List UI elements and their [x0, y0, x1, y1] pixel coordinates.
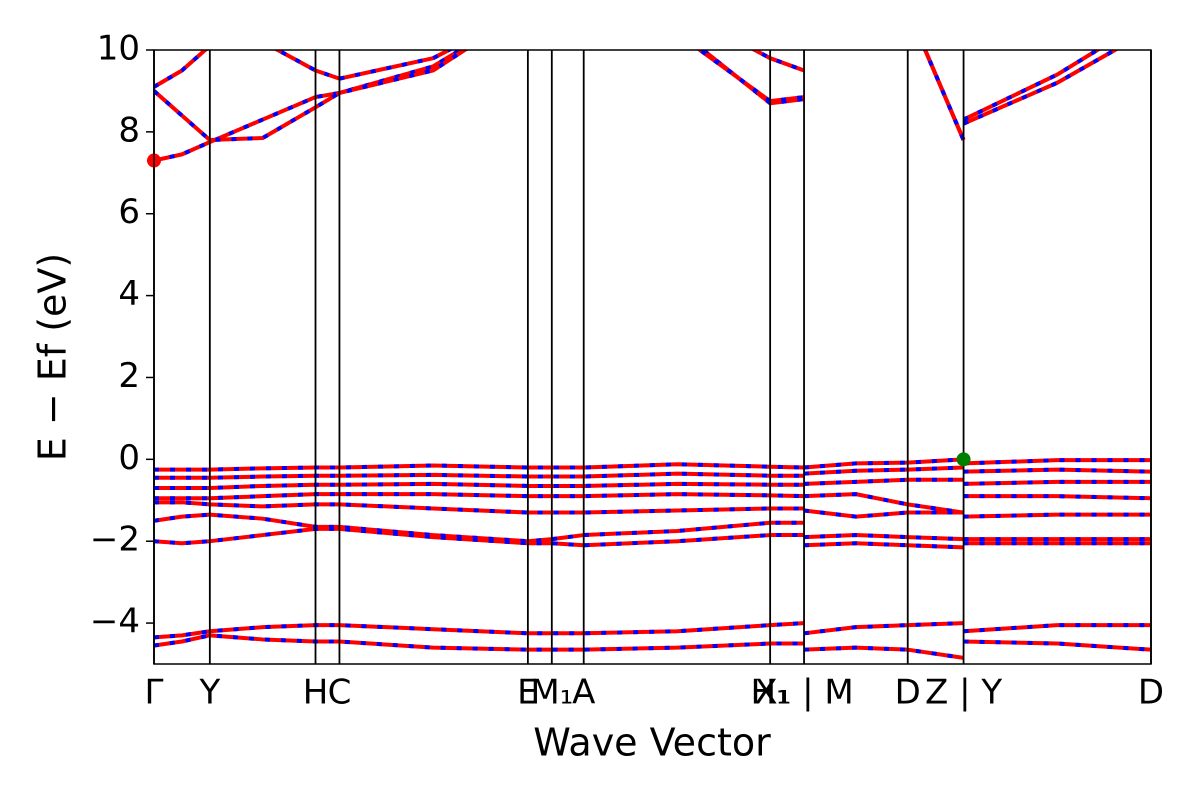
y-tick-label: −4: [90, 602, 140, 642]
x-tick-label: D: [895, 673, 921, 713]
x-tick-label: M₁: [530, 673, 573, 713]
x-tick-label: E: [517, 673, 538, 713]
band-dashed: [154, 50, 1120, 143]
band-dashed: [154, 465, 1151, 480]
y-axis-label: E − Ef (eV): [31, 253, 75, 462]
x-tick-label: Z | Y: [925, 673, 1002, 713]
x-tick-label: A: [572, 673, 595, 713]
plot-frame: [153, 49, 1152, 665]
y-tick-label: 4: [118, 274, 140, 314]
x-tick-label: H₁: [751, 673, 790, 713]
band-dashed: [154, 633, 1151, 660]
plot-area: [154, 50, 1151, 660]
band: [154, 50, 805, 89]
x-tick-label: C: [328, 673, 352, 713]
y-tick-label: 6: [118, 192, 140, 232]
band-dashed: [154, 477, 1151, 490]
band-dashed: [154, 526, 1151, 550]
band-dashed: [154, 621, 1151, 640]
band-dashed: [154, 50, 805, 89]
y-tick-label: −2: [90, 520, 140, 560]
y-tick-label: 2: [118, 356, 140, 396]
x-axis-label: Wave Vector: [533, 721, 771, 765]
band-dashed: [154, 457, 1151, 472]
band-dashed: [154, 512, 1151, 544]
x-tick-label: Y: [198, 673, 220, 713]
band-edge-point: [956, 452, 971, 467]
x-tick-label: H: [303, 673, 329, 713]
band-dashed: [154, 500, 1151, 519]
band-dashed: [154, 492, 1151, 515]
y-tick-label: 10: [97, 29, 140, 69]
x-tick-label: Γ: [145, 673, 164, 713]
x-tick-label: X₁ | M: [754, 673, 853, 713]
band: [154, 50, 1102, 163]
band: [154, 50, 1120, 143]
band: [154, 512, 1151, 544]
band-dashed: [154, 50, 1102, 163]
x-tick-label: D: [1138, 673, 1164, 713]
y-tick-label: 8: [118, 110, 140, 150]
y-tick-label: 0: [118, 438, 140, 478]
